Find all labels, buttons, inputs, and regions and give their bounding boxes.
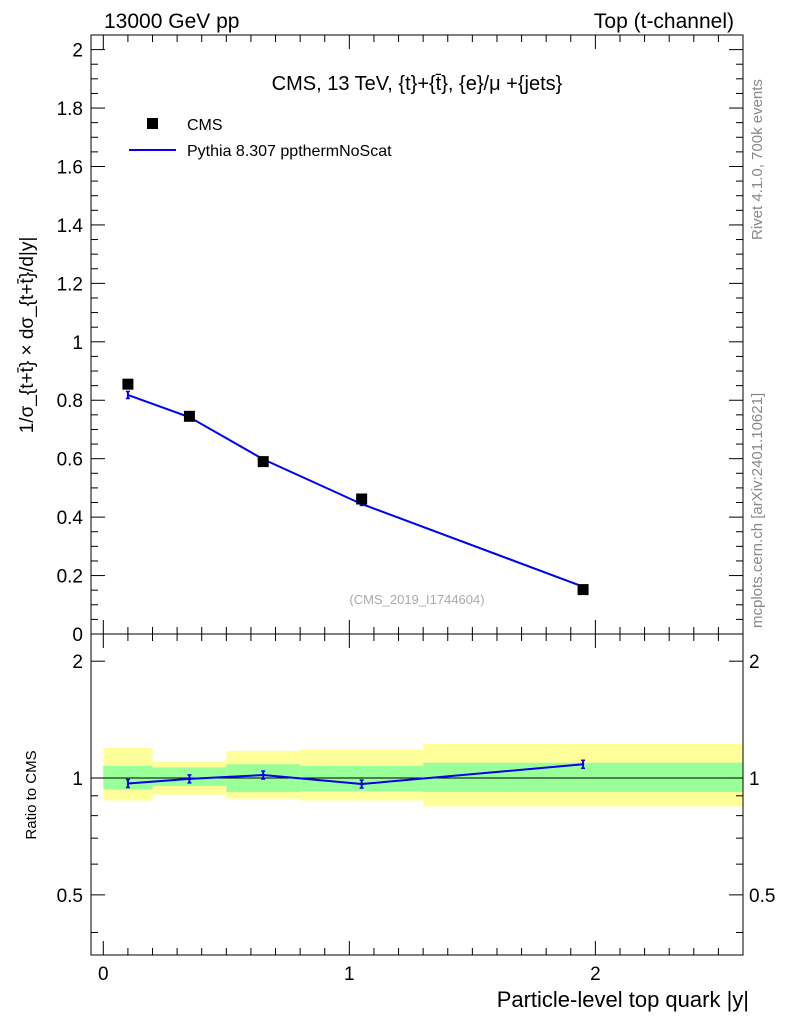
ratio-data-series: [125, 759, 586, 789]
main-y-tick-label: 1.8: [57, 99, 83, 120]
legend-cms-marker: [147, 118, 158, 129]
main-y-tick-label: 0: [72, 625, 83, 646]
ratio-y-tick-label-left: 1: [72, 769, 83, 790]
cms-data-point: [183, 410, 195, 422]
ratio-y-tick-label-right: 0.5: [749, 886, 775, 907]
x-tick-label: 2: [590, 964, 601, 985]
main-y-tick-label: 0.8: [57, 391, 83, 412]
legend: CMS Pythia 8.307 ppthermNoScat: [129, 117, 392, 160]
ratio-plot-panel: 0.5 0.5 1 1 2 2 0 1 2 Ratio to CMS Particle-leve…: [23, 633, 775, 1012]
main-y-tick-label: 1.2: [57, 274, 83, 295]
x-tick-label: 0: [98, 964, 109, 985]
collision-energy-label: 13000 GeV pp: [104, 10, 239, 33]
rivet-version-label: Rivet 4.1.0, 700k events: [749, 79, 766, 240]
main-plot-panel: 0 0.2 0.4 0.6 0.8 1 1.2 1.4 1.6 1.8 2 CMS, 13 TeV,…: [17, 34, 744, 646]
cms-data-point: [257, 456, 269, 468]
main-y-axis-label: 1/σ_{t+t̄} × dσ_{t+t̄}/d|y|: [17, 237, 38, 434]
cms-data-point: [122, 378, 134, 390]
legend-pythia-label: Pythia 8.307 ppthermNoScat: [187, 143, 392, 160]
ratio-plot-frame: [90, 633, 744, 956]
ratio-y-tick-label-left: 0.5: [57, 886, 83, 907]
ratio-y-tick-label-right: 2: [749, 652, 760, 673]
main-y-tick-label: 0.4: [57, 508, 84, 529]
mcplots-source-label: mcplots.cern.ch [arXiv:2401.10621]: [749, 393, 766, 628]
analysis-id-label: (CMS_2019_I1744604): [349, 592, 484, 607]
main-data-series: [122, 378, 589, 596]
x-axis-label: Particle-level top quark |y|: [497, 987, 749, 1012]
main-y-tick-label: 2: [72, 41, 83, 62]
main-y-tick-label: 0.6: [57, 450, 83, 471]
main-y-tick-label: 1.4: [57, 216, 84, 237]
main-y-tick-label: 0.2: [57, 567, 83, 588]
cms-data-point: [356, 493, 368, 505]
main-y-tick-label: 1.6: [57, 157, 83, 178]
legend-cms-label: CMS: [187, 117, 223, 134]
plot-title: CMS, 13 TeV, {t}+{t̄}, {e}/μ +{jets}: [272, 73, 563, 95]
process-label: Top (t-channel): [594, 10, 734, 33]
ratio-uncertainty-bands: [91, 743, 743, 807]
ratio-y-tick-label-right: 1: [749, 769, 760, 790]
main-axis-ticks: 0 0.2 0.4 0.6 0.8 1 1.2 1.4 1.6 1.8 2: [57, 35, 744, 646]
cms-data-point: [577, 584, 589, 596]
x-tick-label: 1: [344, 964, 355, 985]
ratio-y-tick-label-left: 2: [72, 652, 83, 673]
ratio-y-axis-label: Ratio to CMS: [23, 750, 40, 839]
main-y-tick-label: 1: [72, 333, 83, 354]
pythia-line: [127, 394, 584, 588]
ratio-axis-ticks: 0.5 0.5 1 1 2 2 0 1 2: [57, 634, 775, 985]
